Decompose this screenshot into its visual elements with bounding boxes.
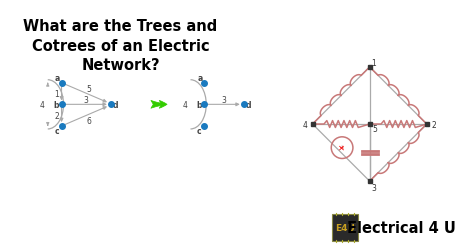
Text: a: a xyxy=(198,74,203,83)
Text: 1: 1 xyxy=(54,90,59,99)
Text: 2: 2 xyxy=(54,111,59,120)
Text: 2: 2 xyxy=(431,120,436,129)
Text: b: b xyxy=(54,101,59,109)
Text: 1: 1 xyxy=(371,58,376,67)
Text: 4: 4 xyxy=(39,101,44,109)
Text: d: d xyxy=(113,101,118,109)
Text: b: b xyxy=(197,101,202,109)
Text: 3: 3 xyxy=(371,183,376,192)
Text: d: d xyxy=(246,101,251,109)
Text: 5: 5 xyxy=(372,125,377,134)
Text: Electrical 4 U: Electrical 4 U xyxy=(346,220,456,235)
Text: What are the Trees and: What are the Trees and xyxy=(24,19,218,34)
FancyBboxPatch shape xyxy=(332,214,358,241)
Text: 5: 5 xyxy=(87,85,91,94)
Text: a: a xyxy=(55,74,60,83)
Text: c: c xyxy=(55,127,59,136)
Text: 3: 3 xyxy=(221,96,227,105)
Text: E4U: E4U xyxy=(335,223,355,232)
Text: ✕: ✕ xyxy=(337,143,345,151)
Text: Network?: Network? xyxy=(81,58,160,73)
Text: c: c xyxy=(197,127,201,136)
Text: 6: 6 xyxy=(87,116,91,125)
Text: 3: 3 xyxy=(84,96,89,105)
Text: Cotrees of an Electric: Cotrees of an Electric xyxy=(32,39,210,54)
Text: 4: 4 xyxy=(302,120,307,129)
Text: 4: 4 xyxy=(182,101,187,109)
